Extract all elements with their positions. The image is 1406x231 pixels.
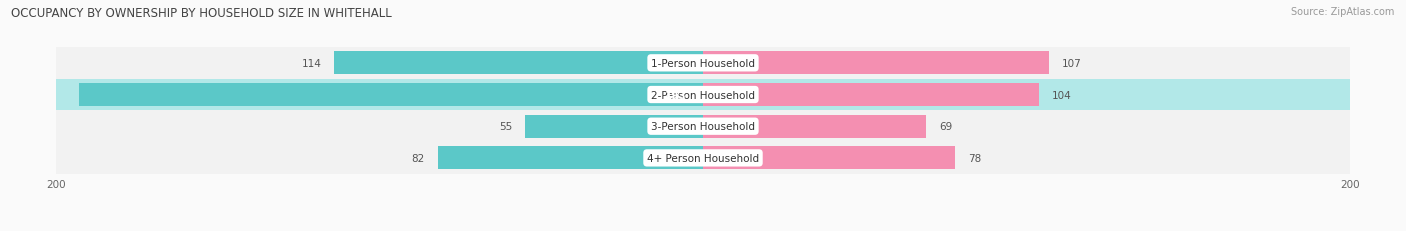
Bar (437, 147, 703, 170)
Text: 193: 193 (665, 90, 688, 100)
Bar (79, 84, 703, 106)
Text: 107: 107 (1062, 59, 1081, 69)
Text: Source: ZipAtlas.com: Source: ZipAtlas.com (1291, 7, 1395, 17)
Bar (56, 48, 1350, 79)
Bar (703, 52, 1049, 75)
Text: 4+ Person Household: 4+ Person Household (647, 153, 759, 163)
Text: 69: 69 (939, 122, 952, 132)
Bar (703, 147, 955, 170)
Text: 55: 55 (499, 122, 512, 132)
Bar (526, 115, 703, 138)
Bar (56, 79, 1350, 111)
Text: 1-Person Household: 1-Person Household (651, 59, 755, 69)
Text: OCCUPANCY BY OWNERSHIP BY HOUSEHOLD SIZE IN WHITEHALL: OCCUPANCY BY OWNERSHIP BY HOUSEHOLD SIZE… (11, 7, 392, 20)
Text: 82: 82 (412, 153, 425, 163)
Bar (56, 143, 1350, 174)
Text: 3-Person Household: 3-Person Household (651, 122, 755, 132)
Text: 114: 114 (301, 59, 322, 69)
Bar (335, 52, 703, 75)
Bar (703, 84, 1039, 106)
Bar (703, 115, 927, 138)
Text: 78: 78 (969, 153, 981, 163)
Bar (56, 111, 1350, 143)
Text: 2-Person Household: 2-Person Household (651, 90, 755, 100)
Text: 104: 104 (1052, 90, 1071, 100)
